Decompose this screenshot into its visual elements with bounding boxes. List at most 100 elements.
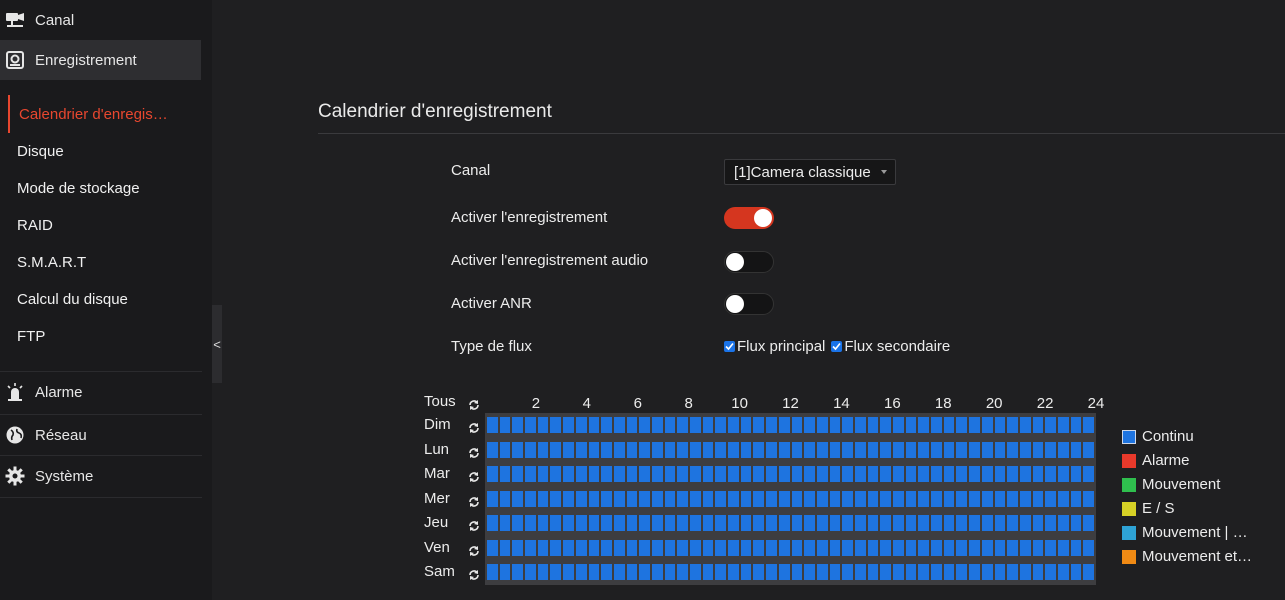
schedule-cell[interactable] [487,466,498,482]
schedule-cell[interactable] [905,539,917,556]
schedule-row[interactable] [486,464,1095,484]
schedule-cell[interactable] [588,466,600,482]
schedule-cell[interactable] [613,466,625,482]
schedule-cell[interactable] [487,539,498,556]
sub-mode-stockage[interactable]: Mode de stockage [0,170,212,207]
schedule-cell[interactable] [664,441,676,458]
schedule-cell[interactable] [1019,539,1031,556]
schedule-cell[interactable] [575,490,587,507]
schedule-cell[interactable] [1083,441,1094,458]
schedule-cell[interactable] [525,564,536,580]
schedule-cell[interactable] [816,539,828,556]
schedule-cell[interactable] [905,417,917,433]
schedule-cell[interactable] [994,441,1006,458]
schedule-cell[interactable] [702,539,714,556]
schedule-cell[interactable] [601,466,612,482]
schedule-cell[interactable] [791,466,803,482]
schedule-cell[interactable] [1057,564,1069,580]
schedule-cell[interactable] [728,466,739,482]
schedule-cell[interactable] [575,441,587,458]
schedule-cell[interactable] [537,441,549,458]
schedule-cell[interactable] [487,441,498,458]
schedule-cell[interactable] [512,564,524,580]
schedule-cell[interactable] [690,490,701,507]
schedule-cell[interactable] [981,515,993,531]
sub-disque[interactable]: Disque [0,133,212,170]
schedule-cell[interactable] [753,490,765,507]
schedule-cell[interactable] [1070,515,1082,531]
legend-item[interactable]: Alarme [1122,452,1190,469]
schedule-cell[interactable] [525,441,536,458]
schedule-cell[interactable] [791,441,803,458]
enable-record-toggle[interactable] [724,207,774,229]
schedule-cell[interactable] [537,564,549,580]
schedule-cell[interactable] [1007,539,1018,556]
schedule-cell[interactable] [1057,490,1069,507]
schedule-cell[interactable] [740,539,752,556]
schedule-cell[interactable] [563,539,574,556]
schedule-cell[interactable] [880,466,891,482]
schedule-cell[interactable] [880,490,891,507]
schedule-cell[interactable] [905,490,917,507]
schedule-cell[interactable] [931,515,942,531]
schedule-cell[interactable] [1057,539,1069,556]
schedule-cell[interactable] [956,466,968,482]
schedule-cell[interactable] [563,515,574,531]
schedule-cell[interactable] [905,564,917,580]
schedule-cell[interactable] [588,564,600,580]
schedule-cell[interactable] [880,539,891,556]
schedule-cell[interactable] [613,564,625,580]
schedule-cell[interactable] [1032,539,1044,556]
schedule-cell[interactable] [867,417,879,433]
menu-systeme[interactable]: Système [0,456,93,496]
schedule-cell[interactable] [575,466,587,482]
schedule-cell[interactable] [690,564,701,580]
schedule-cell[interactable] [702,490,714,507]
schedule-cell[interactable] [1007,441,1018,458]
schedule-cell[interactable] [1057,515,1069,531]
schedule-cell[interactable] [829,466,841,482]
schedule-cell[interactable] [956,539,968,556]
schedule-cell[interactable] [956,515,968,531]
schedule-cell[interactable] [1032,417,1044,433]
schedule-cell[interactable] [512,490,524,507]
schedule-cell[interactable] [588,515,600,531]
schedule-cell[interactable] [804,539,815,556]
schedule-cell[interactable] [994,539,1006,556]
schedule-cell[interactable] [1007,490,1018,507]
schedule-cell[interactable] [918,564,930,580]
schedule-cell[interactable] [969,417,980,433]
sub-raid[interactable]: RAID [0,207,212,244]
schedule-cell[interactable] [537,466,549,482]
schedule-cell[interactable] [943,490,955,507]
schedule-cell[interactable] [1045,441,1056,458]
enable-anr-toggle[interactable] [724,293,774,315]
schedule-cell[interactable] [880,417,891,433]
schedule-cell[interactable] [842,515,853,531]
schedule-cell[interactable] [994,515,1006,531]
schedule-cell[interactable] [981,539,993,556]
schedule-row[interactable] [486,538,1095,558]
schedule-cell[interactable] [537,539,549,556]
schedule-cell[interactable] [512,417,524,433]
schedule-cell[interactable] [702,441,714,458]
schedule-cell[interactable] [677,441,688,458]
schedule-cell[interactable] [651,417,663,433]
schedule-cell[interactable] [1007,417,1018,433]
schedule-cell[interactable] [664,515,676,531]
schedule-cell[interactable] [639,441,650,458]
schedule-cell[interactable] [550,417,562,433]
schedule-cell[interactable] [715,515,727,531]
schedule-cell[interactable] [753,539,765,556]
schedule-cell[interactable] [575,539,587,556]
schedule-cell[interactable] [766,490,777,507]
schedule-cell[interactable] [816,490,828,507]
schedule-cell[interactable] [918,466,930,482]
schedule-cell[interactable] [829,539,841,556]
schedule-cell[interactable] [499,441,511,458]
schedule-cell[interactable] [791,515,803,531]
schedule-cell[interactable] [956,490,968,507]
schedule-cell[interactable] [905,466,917,482]
schedule-cell[interactable] [550,490,562,507]
canal-select[interactable]: [1]Camera classique [724,159,896,185]
